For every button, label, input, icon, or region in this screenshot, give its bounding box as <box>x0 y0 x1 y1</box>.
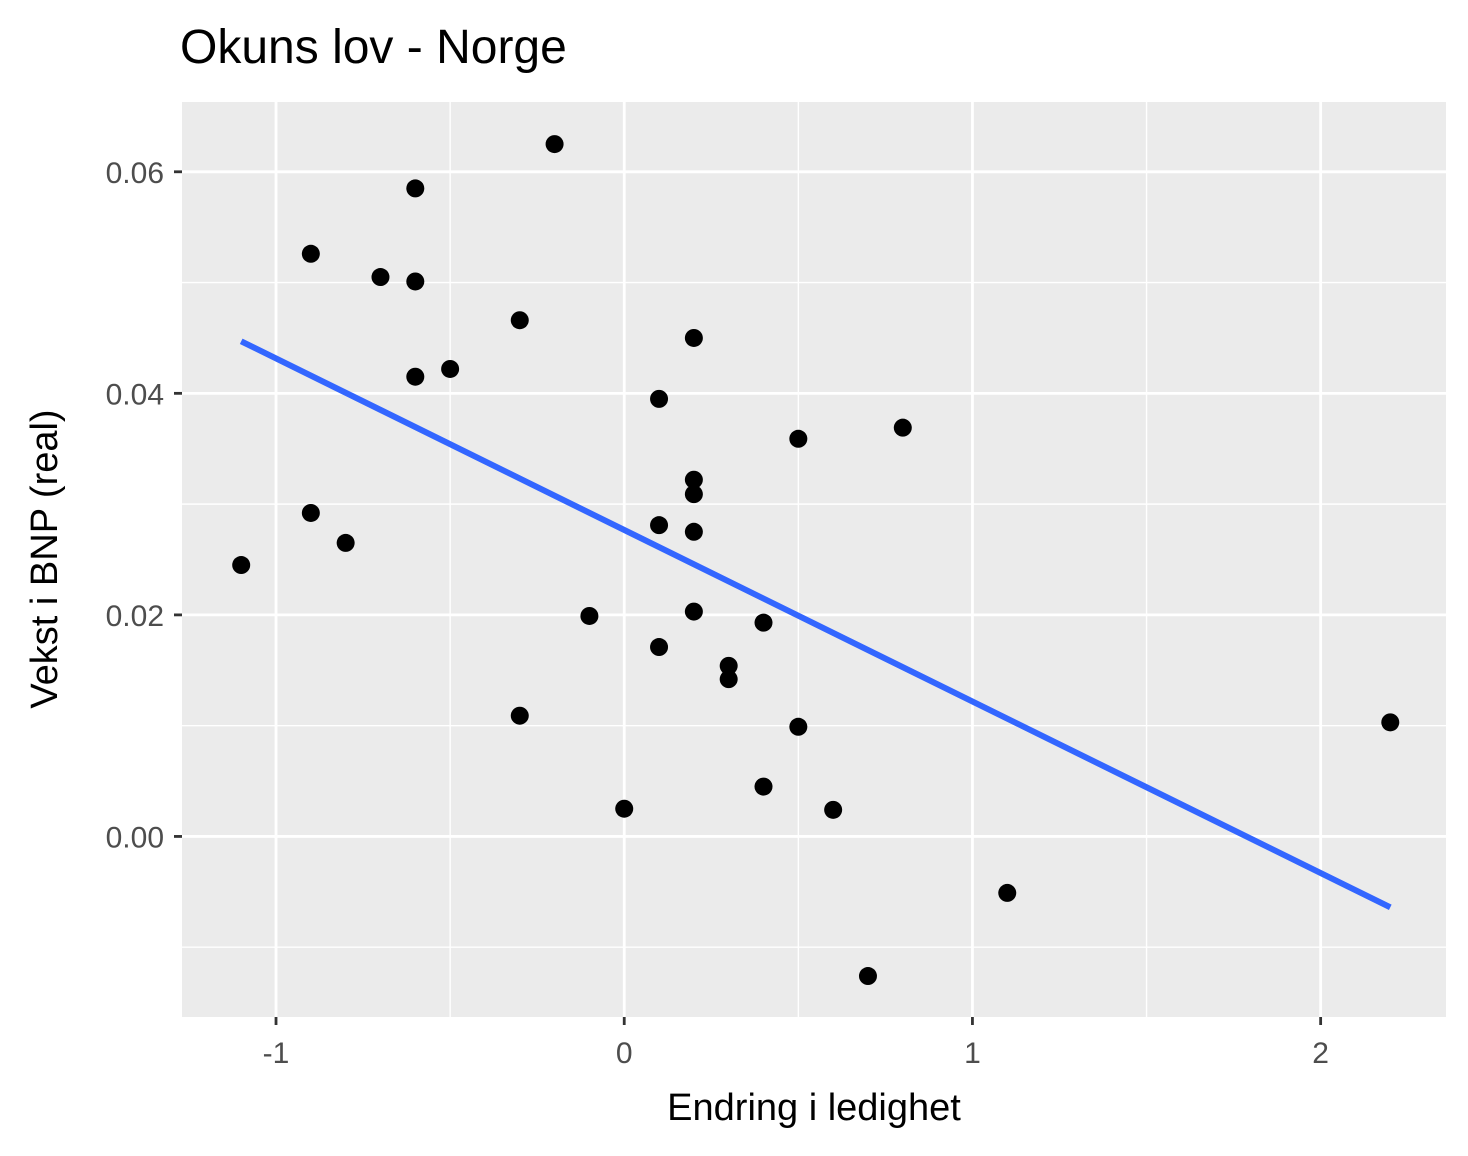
data-point <box>301 503 320 522</box>
y-tick-label: 0.00 <box>106 821 164 854</box>
regression-line-layer <box>239 338 1392 911</box>
data-point <box>893 418 912 437</box>
plot-panel-background <box>182 102 1446 1017</box>
y-tick-label: 0.02 <box>106 600 164 633</box>
data-point <box>545 135 564 154</box>
data-point <box>510 311 529 330</box>
data-point <box>371 268 390 287</box>
data-point <box>684 328 703 347</box>
data-point <box>406 272 425 291</box>
x-tick-label: 2 <box>1312 1037 1329 1070</box>
data-point <box>1381 713 1400 732</box>
data-point <box>684 485 703 504</box>
data-point <box>650 389 669 408</box>
data-point <box>754 777 773 796</box>
data-point <box>824 800 843 819</box>
data-point <box>684 470 703 489</box>
data-point <box>650 516 669 535</box>
data-point <box>789 429 808 448</box>
data-point <box>615 799 634 818</box>
axis-ticks: -1 0 1 2 0.00 0.02 0.04 0.06 <box>106 157 1329 1070</box>
data-point <box>580 606 599 625</box>
data-point <box>998 883 1017 902</box>
data-point <box>719 670 738 689</box>
data-point <box>441 359 460 378</box>
data-point <box>858 967 877 986</box>
data-points <box>232 135 1400 986</box>
data-point <box>719 656 738 675</box>
data-point <box>301 244 320 263</box>
regression-line <box>239 338 1392 911</box>
x-tick-label: -1 <box>263 1037 290 1070</box>
data-point <box>232 556 251 575</box>
y-tick-label: 0.06 <box>106 157 164 190</box>
chart-title: Okuns lov - Norge <box>180 21 567 74</box>
x-tick-label: 1 <box>964 1037 981 1070</box>
grid-lines <box>182 102 1446 1017</box>
x-axis-title: Endring i ledighet <box>667 1087 961 1129</box>
x-tick-label: 0 <box>616 1037 633 1070</box>
data-point <box>406 367 425 386</box>
data-point <box>789 717 808 736</box>
data-point <box>650 638 669 657</box>
data-point <box>754 613 773 632</box>
data-point <box>336 533 355 552</box>
data-point <box>406 179 425 198</box>
data-point <box>684 602 703 621</box>
y-tick-label: 0.04 <box>106 378 164 411</box>
data-point <box>684 522 703 541</box>
data-point <box>510 706 529 725</box>
y-axis-title: Vekst i BNP (real) <box>24 409 66 708</box>
